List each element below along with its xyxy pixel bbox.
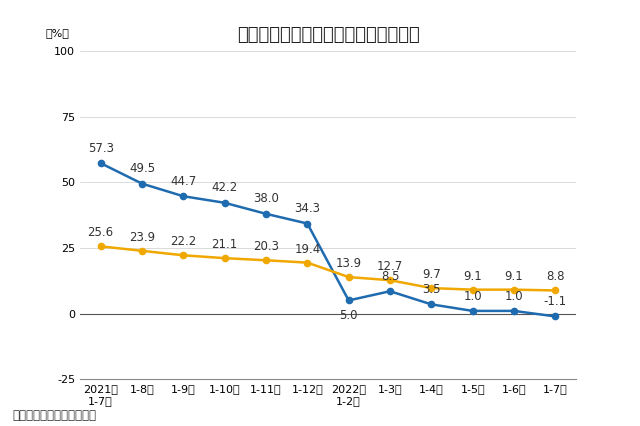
营业收入增速 — [386, 278, 394, 283]
Text: 12.7: 12.7 — [377, 260, 403, 273]
Text: 8.8: 8.8 — [546, 271, 564, 283]
营业收入增速 — [262, 258, 270, 263]
Text: 44.7: 44.7 — [170, 175, 196, 188]
利润总额增速 — [221, 200, 228, 205]
营业收入增速 — [97, 244, 104, 249]
Text: 9.7: 9.7 — [422, 268, 441, 281]
利润总额增速 — [262, 211, 270, 216]
Line: 利润总额增速: 利润总额增速 — [97, 160, 559, 320]
利润总额增速 — [345, 298, 353, 303]
Text: 22.2: 22.2 — [170, 235, 196, 248]
营业收入增速 — [138, 248, 146, 253]
利润总额增速 — [428, 302, 435, 307]
Text: 23.9: 23.9 — [129, 231, 155, 244]
Text: 34.3: 34.3 — [294, 202, 321, 215]
Text: 资料来源：中國國家統計局: 资料来源：中國國家統計局 — [13, 409, 97, 422]
利润总额增速 — [97, 161, 104, 166]
Text: 3.5: 3.5 — [422, 283, 440, 296]
Text: 1.0: 1.0 — [505, 290, 524, 302]
Text: 9.1: 9.1 — [504, 270, 524, 283]
利润总额增速 — [138, 181, 146, 186]
Text: 25.6: 25.6 — [88, 226, 114, 239]
营业收入增速 — [179, 253, 187, 258]
Title: 各月累计营业收入与利润总额同比增速: 各月累计营业收入与利润总额同比增速 — [237, 26, 419, 44]
营业收入增速 — [510, 287, 518, 292]
Text: 9.1: 9.1 — [463, 270, 482, 283]
Text: 49.5: 49.5 — [129, 162, 155, 176]
Text: 42.2: 42.2 — [212, 181, 238, 194]
Text: -1.1: -1.1 — [544, 295, 567, 308]
Text: 5.0: 5.0 — [339, 309, 358, 322]
Text: 13.9: 13.9 — [335, 257, 362, 270]
Text: （%）: （%） — [45, 28, 69, 38]
利润总额增速 — [552, 314, 559, 319]
营业收入增速 — [469, 287, 477, 292]
Text: 57.3: 57.3 — [88, 142, 114, 155]
Text: 8.5: 8.5 — [381, 270, 399, 283]
Line: 营业收入增速: 营业收入增速 — [97, 243, 559, 294]
Text: 38.0: 38.0 — [253, 193, 279, 205]
利润总额增速 — [510, 308, 518, 314]
营业收入增速 — [303, 260, 311, 265]
利润总额增速 — [469, 308, 477, 314]
Text: 20.3: 20.3 — [253, 240, 279, 253]
利润总额增速 — [179, 194, 187, 199]
Text: 1.0: 1.0 — [463, 290, 482, 302]
营业收入增速 — [552, 288, 559, 293]
利润总额增速 — [303, 221, 311, 226]
Text: 19.4: 19.4 — [294, 243, 321, 256]
Text: 21.1: 21.1 — [212, 238, 238, 251]
营业收入增速 — [221, 256, 228, 261]
营业收入增速 — [345, 274, 353, 279]
营业收入增速 — [428, 285, 435, 291]
利润总额增速 — [386, 289, 394, 294]
